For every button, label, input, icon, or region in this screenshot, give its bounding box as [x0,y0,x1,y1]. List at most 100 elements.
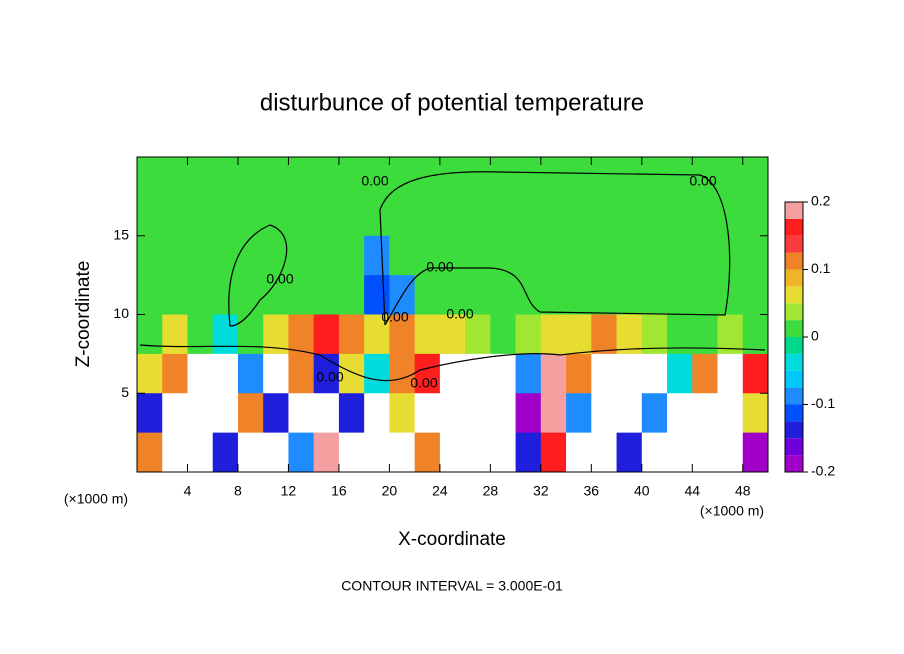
cell [591,235,618,276]
cell [263,235,289,276]
cell [515,393,542,434]
x-unit: (×1000 m) [64,491,128,507]
cell [338,432,365,473]
cell [540,196,567,237]
cell [414,196,441,237]
cell [490,353,517,394]
cell [515,157,542,197]
colorbar-bin [785,252,803,270]
cell [137,432,163,473]
cell [667,196,693,237]
cell [692,275,719,315]
cell [641,393,668,434]
cell [490,196,517,237]
colorbar-tick-label: -0.1 [811,395,835,411]
cell [237,393,264,434]
cell [288,275,315,315]
cell [288,235,315,276]
cell [641,196,668,237]
cell [389,314,416,355]
cell [137,393,163,434]
cell [439,157,466,197]
colorbar-bin [785,421,803,439]
cell [540,353,567,394]
cell [692,393,719,434]
contour-label: 0.00 [689,173,716,189]
cell [591,393,618,434]
colorbar-bin [785,320,803,337]
cell [465,393,491,434]
cell [288,196,315,237]
cell [263,196,289,237]
contour-label: 0.00 [426,259,453,275]
cell [591,353,618,394]
cell [212,393,239,434]
cell [162,353,188,394]
cell [540,235,567,276]
cell [641,157,668,197]
cell [162,235,188,276]
cell [465,314,491,355]
y-tick-label: 5 [121,384,129,400]
cell [616,353,643,394]
cell [490,432,517,473]
x-tick-label: 44 [684,483,700,499]
cell [313,157,340,197]
cell [692,353,719,394]
cell [364,393,390,434]
colorbar-tick-label: 0.2 [811,193,831,209]
cell [742,235,769,276]
cell [591,314,618,355]
cell [667,157,693,197]
cell [667,235,693,276]
cell [566,196,592,237]
cell [515,353,542,394]
cell [364,157,390,197]
cell [313,393,340,434]
cell [540,314,567,355]
cell [717,157,744,197]
contour-label: 0.00 [361,173,388,189]
cell [187,393,214,434]
cell [313,235,340,276]
cell [591,157,618,197]
cell [490,275,517,315]
cell [237,196,264,237]
cell [389,235,416,276]
cell [212,353,239,394]
cell [465,353,491,394]
x-tick-label: 48 [735,483,751,499]
cell [338,353,365,394]
cell [641,275,668,315]
cell [742,432,769,473]
colorbar-bin [785,286,803,304]
contours [139,171,766,382]
cell [288,353,315,394]
cell [490,157,517,197]
cell [717,235,744,276]
cell [263,393,289,434]
cell [187,432,214,473]
cell [540,157,567,197]
cell [667,275,693,315]
cell [439,314,466,355]
cell [692,196,719,237]
cell [414,314,441,355]
cell [566,314,592,355]
cell [364,196,390,237]
cell [742,157,769,197]
cell [389,393,416,434]
x-tick-label: 24 [432,483,448,499]
cell [338,196,365,237]
cell [137,235,163,276]
cell [742,275,769,315]
cell [515,196,542,237]
contour-line [139,344,766,382]
cell [742,353,769,394]
cell [540,393,567,434]
colorbar-bin [785,438,803,456]
y-tick-label: 10 [113,305,129,321]
cell [566,393,592,434]
cell [162,275,188,315]
cell [313,314,340,355]
